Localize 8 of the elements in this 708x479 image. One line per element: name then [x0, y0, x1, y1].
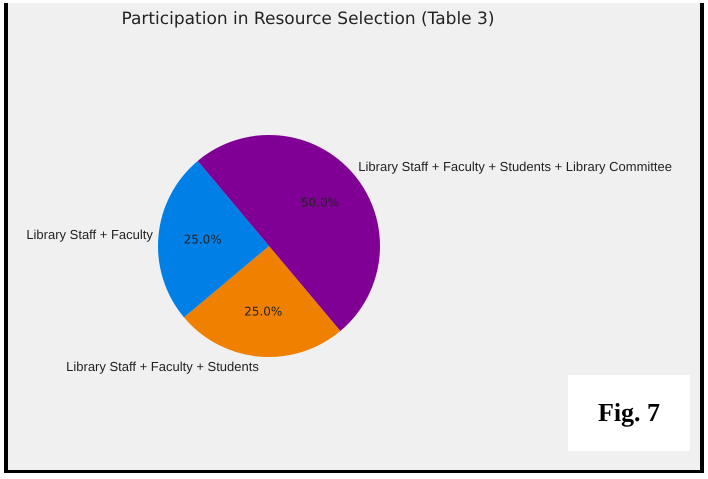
- slice-label: Library Staff + Faculty + Students + Library Committee: [358, 159, 672, 174]
- data-label: 50.0%: [300, 195, 340, 210]
- caption: Fig. 7: [568, 375, 690, 451]
- chart-title: Participation in Resource Selection (Table 3): [120, 9, 496, 29]
- slice-label: Library Staff + Faculty: [26, 226, 154, 242]
- data-label: 25.0%: [184, 232, 222, 246]
- data-label: 25.0%: [244, 304, 282, 318]
- slice-label: Library Staff + Faculty + Students: [66, 359, 260, 374]
